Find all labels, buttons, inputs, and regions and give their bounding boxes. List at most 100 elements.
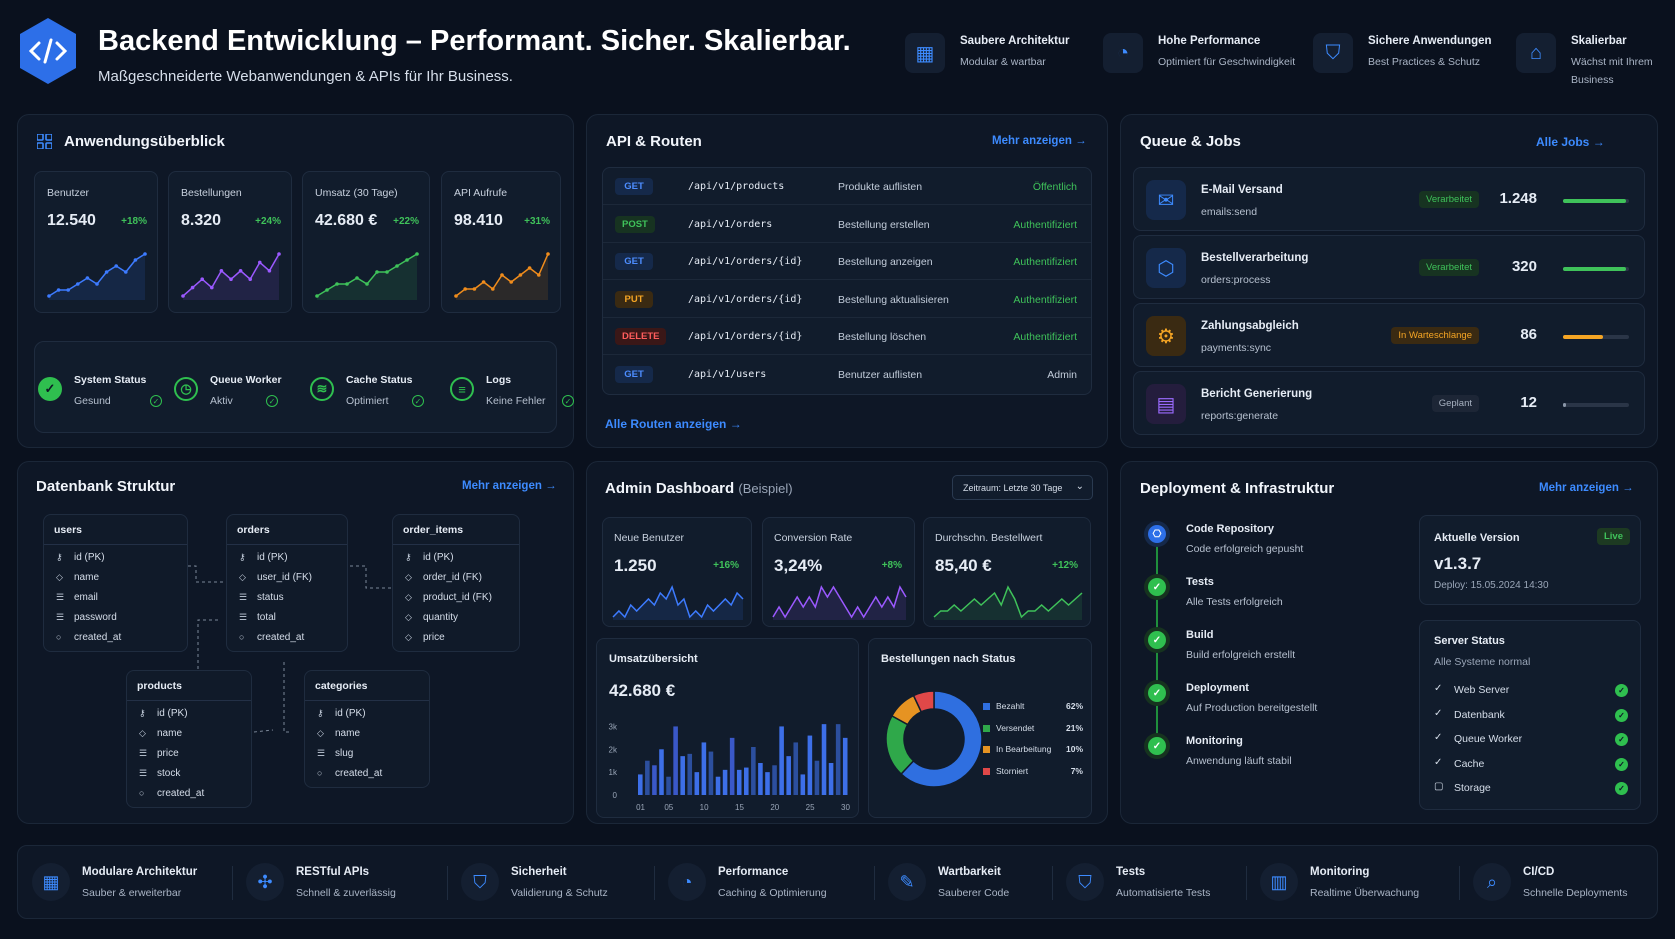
job-status-badge: Verarbeitet [1419, 259, 1479, 276]
route-access: Öffentlich [1032, 181, 1077, 193]
relation-lines [182, 565, 392, 733]
server-row: ▢ Storage ✓ [1420, 781, 1642, 797]
db-table-users[interactable]: users ⚷ id (PK) ◇ name ☰ email ☰ password ○ create… [43, 514, 188, 652]
api-more-link[interactable]: Mehr anzeigen → [992, 135, 1087, 147]
legend-value: 62% [1065, 701, 1083, 711]
check-icon: ✓ [1434, 732, 1443, 743]
route-path: /api/v1/orders/{id} [688, 293, 803, 305]
trend-point [76, 282, 80, 286]
all-routes-link[interactable]: Alle Routen anzeigen → [605, 417, 742, 431]
route-row[interactable]: PUT/api/v1/orders/{id} Bestellung aktuali… [603, 281, 1091, 318]
kpi-card[interactable]: Umsatz (30 Tage) 42.680 € +22% [302, 171, 430, 313]
admin-kpi-card[interactable]: Durchschn. Bestellwert 85,40 € +12% [923, 517, 1091, 627]
db-table-orders[interactable]: orders ⚷ id (PK) ◇ user_id (FK) ☰ status ☰ total… [226, 514, 348, 652]
legend-value: 10% [1065, 744, 1083, 754]
step-check-icon: ✓ [1148, 737, 1166, 755]
divider [1052, 866, 1053, 900]
check-icon: ✓ [562, 395, 574, 407]
job-row[interactable]: ⚙ Zahlungsabgleich payments:sync In Wartesc… [1133, 303, 1645, 367]
revenue-bar-chart: 0 1k 2k 3k 01 05 10 15 20 25 30 [609, 722, 851, 812]
route-row[interactable]: DELETE/api/v1/orders/{id} Bestellung lösc… [603, 318, 1091, 355]
column-name: email [74, 592, 98, 603]
route-access: Authentifiziert [1013, 293, 1077, 306]
status-bar [34, 341, 557, 433]
divider [232, 866, 233, 900]
version-card: Aktuelle Version Live v1.3.7 Deploy: 15.… [1419, 515, 1641, 605]
db-table-order-items[interactable]: order_items ⚷ id (PK) ◇ order_id (FK) ◇ produc… [392, 514, 520, 652]
admin-kpi-card[interactable]: Neue Benutzer 1.250 +16% [602, 517, 752, 627]
trend-point [537, 273, 541, 277]
job-status-badge: Geplant [1431, 395, 1479, 412]
trend-area [934, 587, 1082, 620]
route-row[interactable]: GET/api/v1/products Produkte auflisten Öff… [603, 168, 1091, 205]
job-row[interactable]: ▤ Bericht Generierung reports:generate Gepl… [1133, 371, 1645, 435]
trend-point [277, 252, 281, 256]
kpi-label: Neue Benutzer [614, 532, 685, 544]
route-access: Admin [1047, 368, 1077, 381]
divider [127, 700, 251, 701]
column-icon: ☰ [239, 592, 248, 602]
trend-point [345, 282, 349, 286]
trend-point [95, 282, 99, 286]
y-tick-label: 1k [609, 768, 618, 777]
footer-sub: Sauber & erweiterbar [82, 887, 182, 899]
check-circle-icon: ✓ [38, 377, 62, 401]
kpi-card[interactable]: API Aufrufe 98.410 +31% [441, 171, 561, 313]
job-count: 86 [1520, 326, 1537, 343]
column-icon: ◇ [405, 572, 412, 582]
kpi-value: 98.410 [454, 212, 503, 229]
report-icon: ▤ [1146, 384, 1186, 424]
footer-title: Sicherheit [511, 866, 567, 878]
route-row[interactable]: GET/api/v1/users Benutzer auflisten Admin [603, 356, 1091, 393]
arrow-right-icon: → [1622, 482, 1634, 494]
footer-title: Tests [1116, 866, 1146, 878]
server-name: Queue Worker [1454, 733, 1523, 745]
kpi-sparkline [772, 585, 907, 620]
step-title: Monitoring [1186, 735, 1243, 747]
kpi-delta: +12% [1052, 560, 1078, 571]
donut-slice [912, 690, 935, 713]
trend-point [47, 294, 51, 298]
feature-sub: Best Practices & Schutz [1368, 56, 1481, 68]
deploy-more-link[interactable]: Mehr anzeigen → [1539, 482, 1634, 494]
admin-kpi-card[interactable]: Conversion Rate 3,24% +8% [762, 517, 915, 627]
donut-slice [885, 714, 915, 776]
route-path: /api/v1/products [688, 181, 785, 192]
job-row[interactable]: ⬡ Bestellverarbeitung orders:process Verarb… [1133, 235, 1645, 299]
revenue-title: Umsatzübersicht [609, 653, 698, 665]
wrench-icon: ✎ [888, 863, 926, 901]
range-select[interactable]: Zeitraum: Letzte 30 Tage ⌄ [952, 475, 1093, 500]
legend-value: 7% [1070, 765, 1083, 776]
revenue-bar [715, 776, 721, 795]
y-tick-label: 0 [613, 791, 618, 800]
db-table-products[interactable]: products ⚷ id (PK) ◇ name ☰ price ☰ stock ○ create… [126, 670, 252, 808]
revenue-bar [722, 769, 728, 795]
table-name: order_items [403, 524, 464, 536]
job-progress-fill [1563, 403, 1567, 407]
database-panel: Datenbank Struktur Mehr anzeigen → users… [17, 461, 574, 824]
trend-point [491, 287, 495, 291]
kpi-card[interactable]: Bestellungen 8.320 +24% [168, 171, 292, 313]
x-tick-label: 10 [700, 803, 709, 812]
db-table-categories[interactable]: categories ⚷ id (PK) ◇ name ☰ slug ○ created_at [304, 670, 430, 788]
column-icon: ◇ [317, 728, 324, 738]
trend-point [335, 282, 339, 286]
route-access: Authentifiziert [1013, 256, 1077, 268]
db-more-link[interactable]: Mehr anzeigen → [462, 480, 557, 492]
column-name: id (PK) [423, 552, 454, 563]
kpi-card[interactable]: Benutzer 12.540 +18% [34, 171, 158, 313]
route-row[interactable]: POST/api/v1/orders Bestellung erstellen Au… [603, 206, 1091, 243]
key-icon: ⚷ [239, 552, 246, 562]
live-badge: Live [1596, 528, 1630, 545]
job-row[interactable]: ✉ E-Mail Versand emails:send Verarbeitet 1.2… [1133, 167, 1645, 231]
all-jobs-link[interactable]: Alle Jobs → [1536, 135, 1605, 149]
revenue-bar [828, 763, 834, 795]
column-name: slug [335, 748, 354, 759]
trend-point [518, 273, 523, 277]
route-row[interactable]: GET/api/v1/orders/{id} Bestellung anzeige… [603, 243, 1091, 280]
revenue-bar [645, 760, 650, 795]
column-name: order_id (FK) [423, 572, 482, 583]
job-name: Bestellverarbeitung [1201, 252, 1309, 264]
job-progress-track [1563, 335, 1629, 339]
trend-point [472, 287, 477, 291]
